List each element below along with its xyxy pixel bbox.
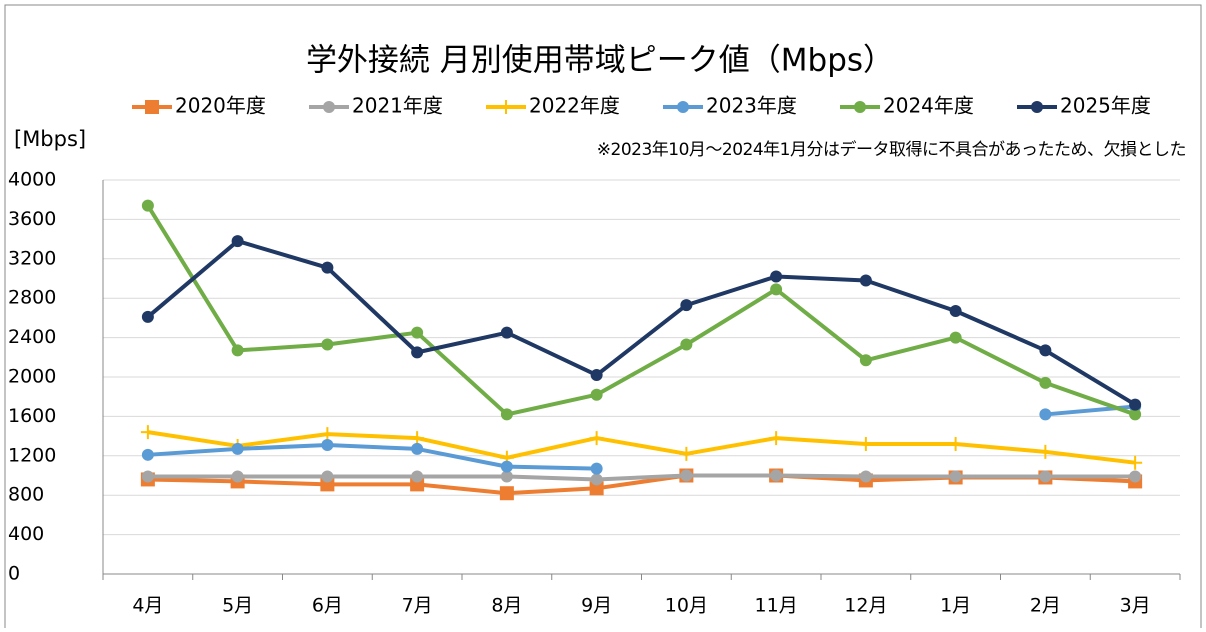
data-point — [500, 408, 513, 421]
data-point — [1039, 470, 1052, 483]
legend-marker — [1031, 101, 1043, 113]
x-tick-label: 9月 — [581, 595, 612, 617]
data-point — [1039, 408, 1052, 421]
data-point — [949, 331, 962, 344]
y-tick-label: 2800 — [8, 287, 56, 309]
data-point — [231, 442, 244, 455]
x-tick-label: 2月 — [1030, 595, 1061, 617]
series-line — [147, 473, 1136, 482]
data-point — [141, 310, 154, 323]
y-tick-label: 1600 — [8, 405, 56, 427]
x-tick-label: 12月 — [844, 595, 887, 617]
data-point — [321, 261, 334, 274]
series-line — [147, 430, 1136, 465]
data-point — [140, 425, 155, 440]
data-point — [590, 369, 603, 382]
legend-marker — [323, 101, 335, 113]
data-point — [411, 346, 424, 359]
data-point — [1128, 455, 1143, 470]
data-point — [859, 470, 872, 483]
legend-marker — [499, 100, 513, 114]
x-tick-label: 11月 — [755, 595, 798, 617]
x-tick-label: 3月 — [1120, 595, 1151, 617]
data-point — [320, 427, 335, 442]
series-line — [146, 204, 1136, 417]
data-point — [411, 442, 424, 455]
data-point — [1129, 408, 1142, 421]
legend-label: 2020年度 — [175, 94, 266, 118]
x-tick-label: 7月 — [402, 595, 433, 617]
data-point — [141, 448, 154, 461]
data-point — [231, 470, 244, 483]
data-point — [858, 436, 873, 451]
data-point — [141, 470, 154, 483]
legend-label: 2023年度 — [706, 94, 797, 118]
legend-label: 2025年度 — [1060, 94, 1151, 118]
x-tick-label: 8月 — [491, 595, 522, 617]
x-tick-label: 4月 — [132, 595, 163, 617]
legend-label: 2024年度 — [883, 94, 974, 118]
data-point — [231, 344, 244, 357]
y-axis-label: [Mbps] — [14, 127, 86, 151]
legend-label: 2022年度 — [529, 94, 620, 118]
y-tick-label: 2400 — [8, 326, 56, 348]
data-point — [500, 460, 513, 473]
data-point — [859, 274, 872, 287]
y-tick-label: 1200 — [8, 444, 56, 466]
data-point — [231, 235, 244, 248]
y-tick-label: 3600 — [8, 208, 56, 230]
y-tick-label: 0 — [8, 563, 20, 585]
data-point — [679, 446, 694, 461]
data-point — [499, 486, 514, 501]
data-point — [589, 481, 604, 496]
data-point — [948, 436, 963, 451]
data-point — [141, 199, 154, 212]
series-line — [146, 239, 1137, 407]
data-point — [680, 469, 693, 482]
data-point — [1129, 470, 1142, 483]
data-point — [770, 469, 783, 482]
data-point — [590, 473, 603, 486]
data-point — [949, 305, 962, 318]
data-point — [1038, 444, 1053, 459]
data-point — [949, 470, 962, 483]
data-point — [769, 431, 784, 446]
data-point — [680, 338, 693, 351]
data-point — [590, 388, 603, 401]
data-point — [770, 270, 783, 283]
data-point — [411, 470, 424, 483]
data-point — [590, 462, 603, 475]
x-tick-label: 6月 — [312, 595, 343, 617]
x-tick-label: 10月 — [665, 595, 708, 617]
y-tick-label: 400 — [8, 523, 44, 545]
data-point — [1039, 376, 1052, 389]
legend-marker — [677, 101, 689, 113]
legend-label: 2021年度 — [352, 94, 443, 118]
data-point — [1039, 344, 1052, 357]
annotation: ※2023年10月～2024年1月分はデータ取得に不具合があったため、欠損とした — [597, 139, 1186, 160]
data-point — [321, 338, 334, 351]
data-point — [500, 326, 513, 339]
y-tick-label: 4000 — [8, 169, 56, 191]
y-tick-label: 2000 — [8, 366, 56, 388]
data-point — [410, 431, 425, 446]
data-point — [500, 470, 513, 483]
data-point — [1129, 398, 1142, 411]
x-tick-label: 1月 — [940, 595, 971, 617]
y-tick-label: 800 — [8, 484, 44, 506]
data-point — [321, 470, 334, 483]
x-tick-label: 5月 — [222, 595, 253, 617]
chart-title: 学外接続 月別使用帯域ピーク値（Mbps） — [306, 43, 894, 79]
legend-marker — [145, 100, 159, 114]
chart-frame — [4, 4, 1202, 632]
y-tick-label: 3200 — [8, 247, 56, 269]
data-point — [770, 283, 783, 296]
data-point — [411, 326, 424, 339]
legend-marker — [854, 101, 866, 113]
data-point — [680, 299, 693, 312]
data-point — [859, 354, 872, 367]
data-point — [589, 431, 604, 446]
data-point — [321, 438, 334, 451]
